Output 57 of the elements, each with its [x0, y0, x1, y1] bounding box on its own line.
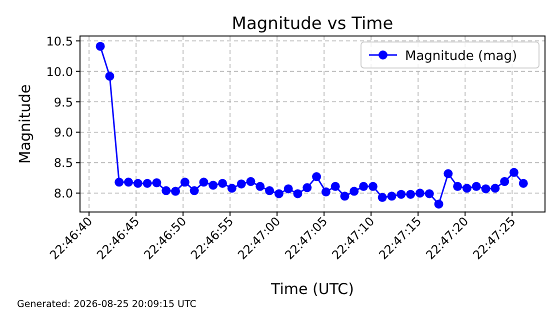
y-axis-title: Magnitude — [16, 84, 34, 164]
point — [396, 190, 406, 199]
point — [359, 182, 368, 191]
point — [490, 184, 500, 193]
text: Generated: 2026-08-25 20:09:15 UTC — [17, 299, 197, 310]
point — [462, 184, 472, 193]
point — [302, 183, 312, 192]
point — [312, 172, 322, 182]
legend-label: Magnitude (mag) — [405, 49, 518, 64]
point — [180, 178, 190, 187]
x-axis-title: Time (UTC) — [270, 280, 354, 298]
point — [246, 177, 256, 186]
point — [330, 182, 340, 191]
point — [190, 186, 199, 196]
point — [265, 186, 274, 196]
point — [378, 192, 387, 202]
y-tick-label: 10.5 — [46, 34, 73, 48]
point — [171, 186, 180, 196]
point — [424, 189, 434, 198]
point — [434, 200, 444, 209]
y-tick-label: 9.5 — [54, 95, 73, 110]
point — [284, 184, 293, 194]
point — [105, 72, 114, 81]
point — [218, 178, 228, 188]
point — [162, 186, 171, 196]
point — [481, 184, 490, 194]
point — [96, 42, 105, 51]
point — [274, 189, 284, 198]
y-tick-label: 9.0 — [54, 126, 73, 140]
point — [321, 187, 330, 196]
point — [350, 186, 359, 196]
y-tick-label: 8.5 — [54, 156, 73, 170]
point — [124, 178, 133, 187]
point — [509, 168, 518, 177]
chart-title: Magnitude vs Time — [232, 14, 394, 34]
point — [415, 188, 424, 198]
point — [133, 178, 142, 188]
point — [208, 180, 218, 190]
point — [340, 192, 350, 201]
point — [114, 178, 124, 187]
point — [152, 178, 162, 188]
point — [518, 178, 528, 188]
y-tick-label: 8.0 — [54, 186, 73, 201]
point — [368, 182, 378, 191]
point — [500, 177, 510, 186]
point — [387, 192, 396, 201]
point — [472, 182, 481, 191]
y-tick-label: 10.0 — [46, 64, 73, 79]
point — [227, 184, 236, 193]
point — [256, 182, 265, 191]
point — [453, 182, 462, 191]
point — [406, 190, 416, 199]
point — [444, 169, 453, 178]
point — [199, 178, 208, 187]
point — [142, 178, 152, 188]
point — [236, 179, 246, 188]
point — [293, 189, 302, 198]
